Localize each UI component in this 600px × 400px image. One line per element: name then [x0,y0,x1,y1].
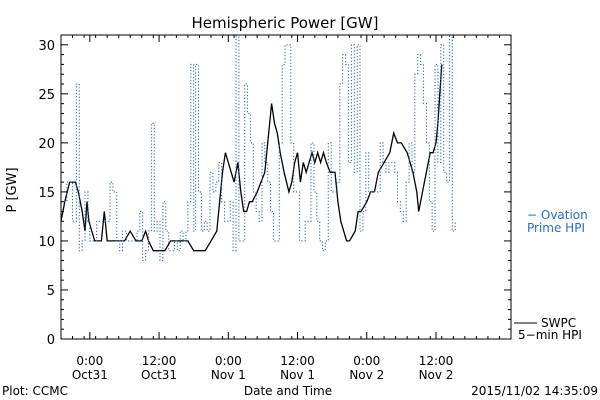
y-tick-label: 20 [38,137,55,152]
y-tick-label: 30 [38,39,55,54]
legend-swpc-label-2: 5−min HPI [518,328,582,342]
y-tick-label: 15 [38,186,55,201]
y-tick-label: 0 [47,333,55,348]
plot-frame [60,34,512,340]
x-tick-label: 0:00 [76,354,103,368]
legend-swpc-label: SWPC [541,316,576,330]
x-tick-label: 12:00 [419,354,454,368]
x-axis-label: Date and Time [244,384,332,398]
y-tick-label: 10 [38,235,55,250]
x-tick-date-label: Oct31 [72,368,108,382]
x-tick-date-label: Nov 1 [280,368,315,382]
y-tick-label: 5 [47,284,55,299]
x-tick-date-label: Nov 2 [349,368,384,382]
x-tick-date-label: Nov 2 [419,368,454,382]
y-tick-label: 25 [38,88,55,103]
y-axis-label: P [GW] [5,167,20,212]
series-line-1 [61,34,456,262]
chart-title: Hemispheric Power [GW] [192,14,379,32]
x-tick-label: 12:00 [142,354,177,368]
series-line-0 [60,64,443,252]
x-tick-label: 12:00 [280,354,315,368]
x-tick-label: 0:00 [215,354,242,368]
plot-credit: Plot: CCMC [2,384,68,398]
legend-ovation-label: − Ovation [527,208,588,222]
generation-timestamp: 2015/11/02 14:35:09 [471,384,598,398]
x-tick-label: 0:00 [353,354,380,368]
x-tick-date-label: Oct31 [141,368,177,382]
series-layer [60,34,456,262]
x-tick-date-label: Nov 1 [211,368,246,382]
legend-ovation-label-2: Prime HPI [527,221,585,235]
